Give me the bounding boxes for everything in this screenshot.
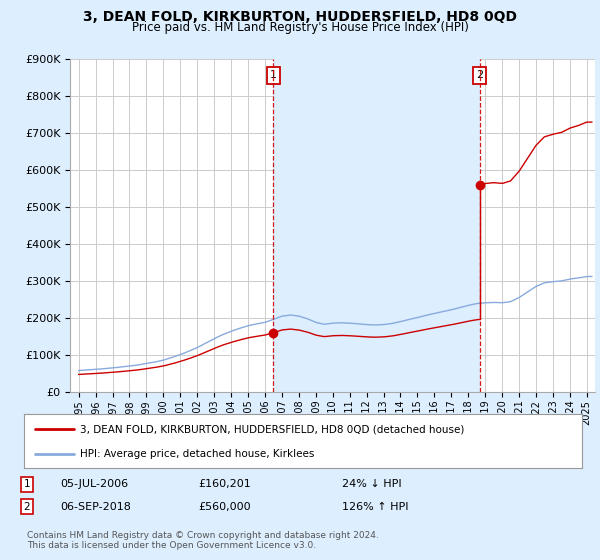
Text: £560,000: £560,000 (198, 502, 251, 512)
Text: 2: 2 (23, 502, 31, 512)
Text: HPI: Average price, detached house, Kirklees: HPI: Average price, detached house, Kirk… (80, 449, 314, 459)
Text: £160,201: £160,201 (198, 479, 251, 489)
Text: 2: 2 (476, 71, 483, 81)
Text: 3, DEAN FOLD, KIRKBURTON, HUDDERSFIELD, HD8 0QD (detached house): 3, DEAN FOLD, KIRKBURTON, HUDDERSFIELD, … (80, 424, 464, 435)
Text: 24% ↓ HPI: 24% ↓ HPI (342, 479, 401, 489)
Text: 1: 1 (270, 71, 277, 81)
Text: Price paid vs. HM Land Registry's House Price Index (HPI): Price paid vs. HM Land Registry's House … (131, 21, 469, 34)
Text: 3, DEAN FOLD, KIRKBURTON, HUDDERSFIELD, HD8 0QD: 3, DEAN FOLD, KIRKBURTON, HUDDERSFIELD, … (83, 10, 517, 24)
Text: 05-JUL-2006: 05-JUL-2006 (60, 479, 128, 489)
Text: 126% ↑ HPI: 126% ↑ HPI (342, 502, 409, 512)
Text: 1: 1 (23, 479, 31, 489)
Bar (274, 59, 479, 392)
Text: 06-SEP-2018: 06-SEP-2018 (60, 502, 131, 512)
Text: Contains HM Land Registry data © Crown copyright and database right 2024.
This d: Contains HM Land Registry data © Crown c… (27, 531, 379, 550)
